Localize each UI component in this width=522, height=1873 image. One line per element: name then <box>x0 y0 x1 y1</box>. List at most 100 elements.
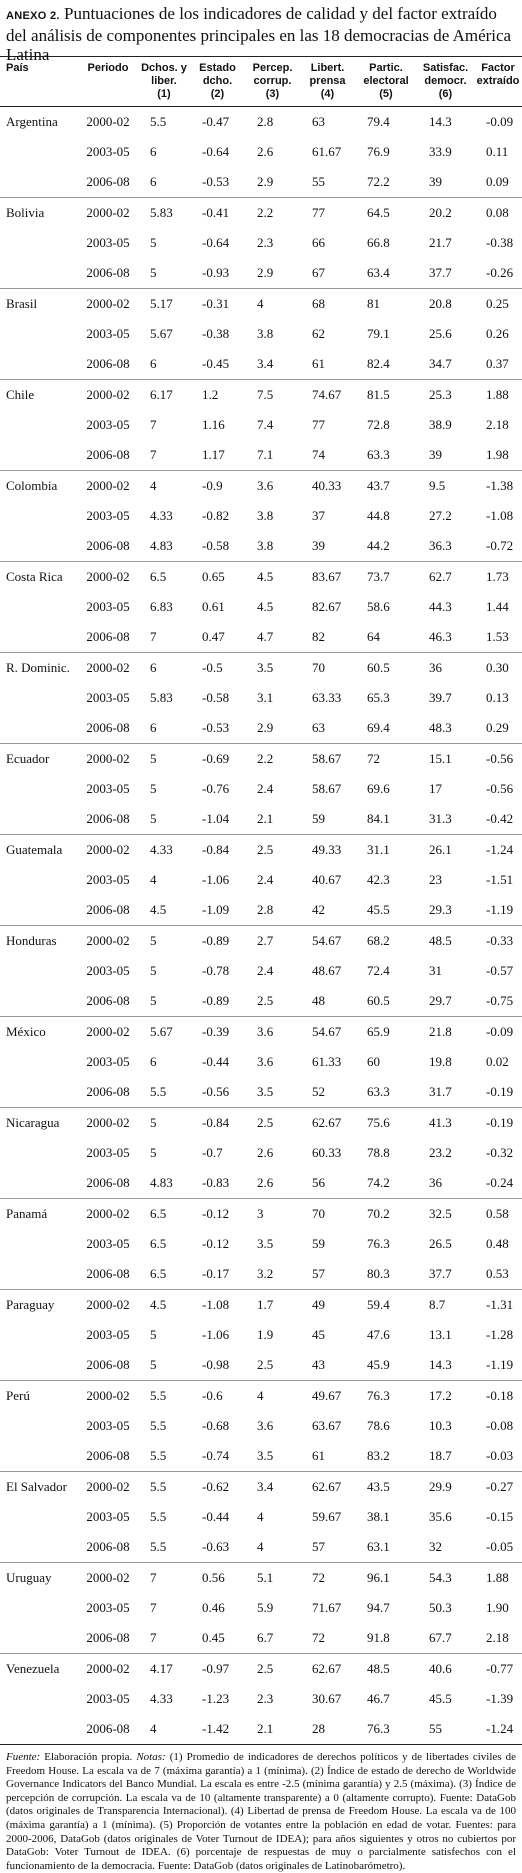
table-row: 2003-05 6.5 -0.12 3.5 59 76.3 26.5 0.48 <box>0 1229 522 1259</box>
period-cell: 2000-02 <box>78 743 138 774</box>
value-cell: 79.1 <box>367 326 390 341</box>
value-cell: 48.67 <box>312 963 342 978</box>
value-cell: 26.1 <box>417 834 474 865</box>
table-row: 2003-05 4.33 -1.23 2.3 30.67 46.7 45.5 -1.39 <box>0 1684 522 1714</box>
value-cell: -0.83 <box>202 1175 230 1190</box>
value-cell: -0.7 <box>202 1145 223 1160</box>
period-cell: 2003-05 <box>86 1418 130 1433</box>
value-cell: 43 <box>312 1357 325 1372</box>
value-cell: 2.6 <box>257 144 274 159</box>
value-cell: 49 <box>300 1289 355 1320</box>
value-cell: 68.2 <box>355 925 417 956</box>
period-cell: 2006-08 <box>86 993 130 1008</box>
value-cell: -1.08 <box>190 1289 245 1320</box>
value-cell: -0.15 <box>486 1509 514 1524</box>
value-cell: 76.9 <box>367 144 390 159</box>
value-cell: -0.98 <box>202 1357 230 1372</box>
value-cell: -0.05 <box>486 1539 514 1554</box>
value-cell: 63.33 <box>312 690 342 705</box>
period-cell: 2000-02 <box>78 288 138 319</box>
country-cell <box>0 1714 78 1745</box>
value-cell: -1.06 <box>202 872 230 887</box>
value-cell: 0.46 <box>202 1600 225 1615</box>
value-cell: 54.67 <box>300 1016 355 1047</box>
value-cell: 5.5 <box>150 1448 167 1463</box>
value-cell: 5.83 <box>150 690 173 705</box>
value-cell: 2.5 <box>245 1653 300 1684</box>
value-cell: -0.97 <box>190 1653 245 1684</box>
value-cell: 2.9 <box>257 265 274 280</box>
value-cell: -0.68 <box>202 1418 230 1433</box>
value-cell: 0.09 <box>486 174 509 189</box>
value-cell: 67 <box>312 265 325 280</box>
value-cell: 84.1 <box>367 811 390 826</box>
value-cell: -0.64 <box>202 235 230 250</box>
table-row: 2003-05 5.83 -0.58 3.1 63.33 65.3 39.7 0.13 <box>0 683 522 713</box>
value-cell: -0.27 <box>474 1471 522 1502</box>
value-cell: 31.7 <box>429 1084 452 1099</box>
value-cell: 81.5 <box>355 379 417 410</box>
value-cell: 38.1 <box>367 1509 390 1524</box>
value-cell: -0.74 <box>202 1448 230 1463</box>
period-cell: 2000-02 <box>78 197 138 228</box>
table-row: Colombia 2000-02 4 -0.9 3.6 40.33 43.7 9.5 -1.38 <box>0 470 522 501</box>
header-line: (1) <box>157 88 171 100</box>
table-row: 2006-08 6 -0.45 3.4 61 82.4 34.7 0.37 <box>0 349 522 380</box>
table-row: Argentina 2000-02 5.5 -0.47 2.8 63 79.4 14.3 -0.… <box>0 106 522 137</box>
value-cell: 1.44 <box>486 599 509 614</box>
value-cell: 4 <box>257 1509 264 1524</box>
value-cell: 5.5 <box>138 1471 190 1502</box>
table-row: 2003-05 5 -0.78 2.4 48.67 72.4 31 -0.57 <box>0 956 522 986</box>
table-row: 2003-05 4 -1.06 2.4 40.67 42.3 23 -1.51 <box>0 865 522 895</box>
period-cell: 2003-05 <box>86 1054 130 1069</box>
value-cell: 10.3 <box>429 1418 452 1433</box>
value-cell: 66.8 <box>367 235 390 250</box>
value-cell: 29.9 <box>417 1471 474 1502</box>
value-cell: 40.67 <box>312 872 342 887</box>
period-cell: 2003-05 <box>86 326 130 341</box>
header-line: Factor <box>481 62 515 74</box>
value-cell: 4.5 <box>150 902 167 917</box>
value-cell: 40.33 <box>300 470 355 501</box>
value-cell: 3.6 <box>245 470 300 501</box>
country-cell: Panamá <box>0 1198 78 1229</box>
country-cell: Chile <box>0 379 78 410</box>
column-header: Dchos. y liber. (1) <box>138 56 190 107</box>
value-cell: 58.67 <box>312 781 342 796</box>
value-cell: -1.42 <box>190 1714 245 1745</box>
value-cell: 42.3 <box>367 872 390 887</box>
table-row: 2003-05 6.83 0.61 4.5 82.67 58.6 44.3 1.44 <box>0 592 522 622</box>
value-cell: 2.5 <box>257 993 274 1008</box>
value-cell: -0.41 <box>190 197 245 228</box>
table-row: 2003-05 5 -0.7 2.6 60.33 78.8 23.2 -0.32 <box>0 1138 522 1168</box>
header-line: (4) <box>320 88 335 100</box>
value-cell: -1.19 <box>486 1357 514 1372</box>
value-cell: -1.39 <box>486 1691 514 1706</box>
value-cell: 7 <box>150 1600 157 1615</box>
value-cell: 5.5 <box>150 1539 167 1554</box>
value-cell: 31.3 <box>429 811 452 826</box>
country-cell: México <box>0 1016 78 1047</box>
value-cell: 3.8 <box>257 326 274 341</box>
value-cell: 0.25 <box>474 288 522 319</box>
value-cell: -0.63 <box>202 1539 230 1554</box>
value-cell: -0.82 <box>202 508 230 523</box>
value-cell: -0.76 <box>202 781 230 796</box>
value-cell: 60.5 <box>355 652 417 683</box>
value-cell: 6.7 <box>257 1630 274 1645</box>
value-cell: 2.9 <box>257 174 274 189</box>
value-cell: 57 <box>312 1266 325 1281</box>
value-cell: 50.3 <box>429 1600 452 1615</box>
value-cell: 72 <box>355 743 417 774</box>
value-cell: 82.67 <box>312 599 342 614</box>
value-cell: 72.8 <box>367 417 390 432</box>
value-cell: -0.53 <box>202 720 230 735</box>
value-cell: 1.98 <box>486 447 509 462</box>
period-cell: 2006-08 <box>86 447 130 462</box>
country-cell <box>0 410 78 440</box>
value-cell: 45.9 <box>367 1357 390 1372</box>
table-row: 2006-08 6.5 -0.17 3.2 57 80.3 37.7 0.53 <box>0 1259 522 1290</box>
country-cell: R. Dominic. <box>0 652 78 683</box>
value-cell: 39 <box>312 538 325 553</box>
value-cell: -0.57 <box>486 963 514 978</box>
